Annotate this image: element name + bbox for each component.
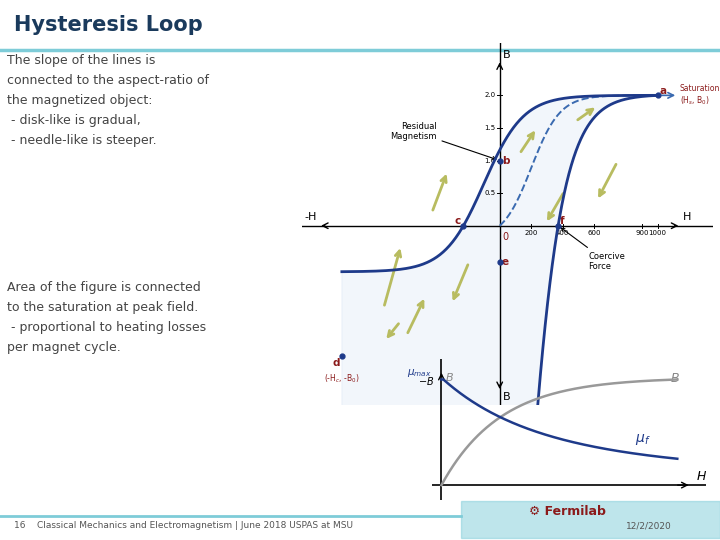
Text: B: B bbox=[503, 392, 510, 402]
Text: Hysteresis Loop: Hysteresis Loop bbox=[14, 15, 203, 35]
Text: 0.5: 0.5 bbox=[484, 190, 495, 196]
Text: Area of the figure is connected
to the saturation at peak field.
 - proportional: Area of the figure is connected to the s… bbox=[7, 281, 207, 354]
Text: $\mu_f$: $\mu_f$ bbox=[635, 432, 650, 447]
Text: $B$: $B$ bbox=[670, 372, 680, 385]
Text: e: e bbox=[502, 256, 509, 267]
Text: Residual
Magnetism: Residual Magnetism bbox=[390, 122, 496, 160]
Text: b: b bbox=[502, 156, 510, 166]
Text: $\mu_{max}$: $\mu_{max}$ bbox=[408, 367, 432, 379]
Text: 1000: 1000 bbox=[649, 230, 667, 237]
Text: 900: 900 bbox=[635, 230, 649, 237]
Text: 16    Classical Mechanics and Electromagnetism | June 2018 USPAS at MSU: 16 Classical Mechanics and Electromagnet… bbox=[14, 521, 354, 530]
Text: 12/2/2020: 12/2/2020 bbox=[626, 521, 672, 530]
Text: 1.0: 1.0 bbox=[484, 158, 495, 164]
Bar bbox=[461, 501, 720, 538]
Text: a: a bbox=[660, 86, 667, 97]
Text: c: c bbox=[454, 215, 461, 226]
Text: $H$: $H$ bbox=[696, 470, 707, 483]
Text: -H: -H bbox=[305, 212, 317, 222]
Text: Saturation
(H$_s$, B$_0$): Saturation (H$_s$, B$_0$) bbox=[680, 84, 720, 107]
Text: Coercive
Force: Coercive Force bbox=[562, 228, 625, 271]
Text: $-B$: $-B$ bbox=[418, 375, 434, 387]
Text: 400: 400 bbox=[556, 230, 570, 237]
Text: $B$: $B$ bbox=[445, 371, 454, 383]
Text: The slope of the lines is
connected to the aspect-ratio of
the magnetized object: The slope of the lines is connected to t… bbox=[7, 54, 210, 147]
Text: 0: 0 bbox=[503, 232, 508, 242]
Text: 200: 200 bbox=[525, 230, 538, 237]
Text: 1.5: 1.5 bbox=[484, 125, 495, 131]
Text: ⚙ Fermilab: ⚙ Fermilab bbox=[529, 505, 606, 518]
Text: (-H$_c$, -B$_0$): (-H$_c$, -B$_0$) bbox=[324, 373, 360, 385]
Text: B: B bbox=[503, 50, 510, 60]
Text: H: H bbox=[683, 212, 691, 222]
Text: 2.0: 2.0 bbox=[484, 92, 495, 98]
Text: f: f bbox=[560, 215, 564, 226]
Text: 600: 600 bbox=[588, 230, 601, 237]
Text: d: d bbox=[332, 357, 340, 368]
